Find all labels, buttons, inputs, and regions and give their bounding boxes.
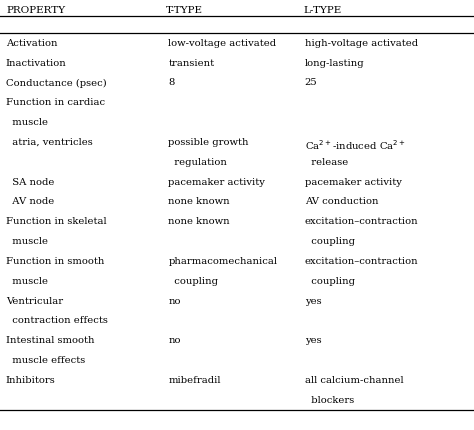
Text: none known: none known — [168, 197, 230, 206]
Text: excitation–contraction: excitation–contraction — [305, 217, 419, 226]
Text: coupling: coupling — [168, 276, 218, 285]
Text: pacemaker activity: pacemaker activity — [305, 177, 401, 186]
Text: contraction effects: contraction effects — [6, 316, 108, 325]
Text: Function in skeletal: Function in skeletal — [6, 217, 106, 226]
Text: atria, ventricles: atria, ventricles — [6, 138, 92, 147]
Text: muscle: muscle — [6, 237, 48, 246]
Text: low-voltage activated: low-voltage activated — [168, 39, 276, 48]
Text: coupling: coupling — [305, 237, 355, 246]
Text: Conductance (psec): Conductance (psec) — [6, 78, 107, 87]
Text: PROPERTY: PROPERTY — [6, 6, 65, 15]
Text: muscle effects: muscle effects — [6, 355, 85, 364]
Text: 25: 25 — [305, 78, 318, 87]
Text: no: no — [168, 296, 181, 305]
Text: long-lasting: long-lasting — [305, 58, 365, 68]
Text: yes: yes — [305, 296, 321, 305]
Text: L-TYPE: L-TYPE — [303, 6, 342, 15]
Text: release: release — [305, 157, 348, 166]
Text: 8: 8 — [168, 78, 174, 87]
Text: excitation–contraction: excitation–contraction — [305, 256, 419, 265]
Text: Function in cardiac: Function in cardiac — [6, 98, 105, 107]
Text: high-voltage activated: high-voltage activated — [305, 39, 418, 48]
Text: blockers: blockers — [305, 395, 354, 404]
Text: muscle: muscle — [6, 276, 48, 285]
Text: pharmacomechanical: pharmacomechanical — [168, 256, 277, 265]
Text: AV conduction: AV conduction — [305, 197, 378, 206]
Text: Ventricular: Ventricular — [6, 296, 63, 305]
Text: no: no — [168, 335, 181, 344]
Text: coupling: coupling — [305, 276, 355, 285]
Text: Activation: Activation — [6, 39, 57, 48]
Text: Ca$^{2+}$-induced Ca$^{2+}$: Ca$^{2+}$-induced Ca$^{2+}$ — [305, 138, 405, 151]
Text: transient: transient — [168, 58, 214, 68]
Text: SA node: SA node — [6, 177, 54, 186]
Text: none known: none known — [168, 217, 230, 226]
Text: mibefradil: mibefradil — [168, 375, 221, 384]
Text: Inhibitors: Inhibitors — [6, 375, 55, 384]
Text: Function in smooth: Function in smooth — [6, 256, 104, 265]
Text: Intestinal smooth: Intestinal smooth — [6, 335, 94, 344]
Text: pacemaker activity: pacemaker activity — [168, 177, 265, 186]
Text: possible growth: possible growth — [168, 138, 249, 147]
Text: all calcium-channel: all calcium-channel — [305, 375, 403, 384]
Text: yes: yes — [305, 335, 321, 344]
Text: Inactivation: Inactivation — [6, 58, 66, 68]
Text: T-TYPE: T-TYPE — [166, 6, 203, 15]
Text: AV node: AV node — [6, 197, 54, 206]
Text: muscle: muscle — [6, 118, 48, 127]
Text: regulation: regulation — [168, 157, 227, 166]
